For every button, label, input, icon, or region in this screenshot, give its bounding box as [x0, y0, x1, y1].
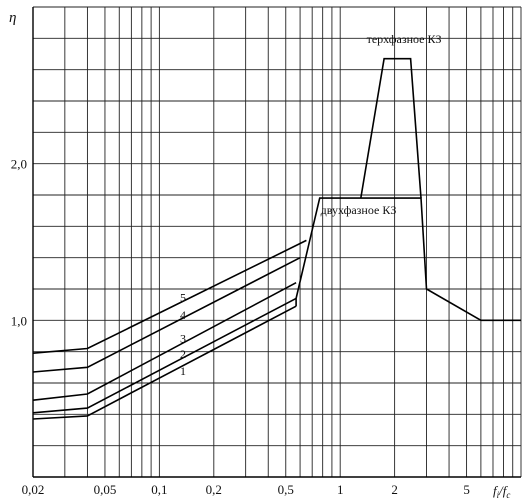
annotations: терхфазное КЗ двухфазное КЗ 5 4 3 2 1: [180, 32, 442, 378]
series-line-5: [32, 239, 307, 354]
x-tick-label: 0,5: [278, 482, 294, 497]
x-tick-label: 1: [337, 482, 344, 497]
x-tick-label: 0,05: [94, 482, 117, 497]
curve-number-label: 2: [180, 347, 186, 361]
x-axis-label-sub1: i: [497, 490, 500, 500]
curve-number-label: 5: [180, 291, 186, 305]
x-tick-label: 0,2: [206, 482, 222, 497]
tick-labels: 0,02 0,05 0,1 0,2 0,5 1 2 5 1,0 2,0: [11, 157, 470, 497]
series-line-1: [32, 305, 297, 420]
y-axis-label: η: [9, 10, 16, 26]
x-axis-label-f2: f: [503, 483, 509, 498]
curve-number-label: 1: [180, 364, 186, 378]
x-axis-label-f1: f: [493, 483, 499, 498]
y-tick-label: 1,0: [11, 313, 27, 328]
curve-number-label: 4: [180, 308, 186, 322]
x-tick-label: 0,1: [151, 482, 167, 497]
series-lines: [32, 57, 521, 420]
series-line-7: [360, 57, 422, 199]
x-axis-label-sub2: c: [506, 490, 510, 500]
series-line-2: [32, 297, 297, 414]
x-axis-label-slash: /: [498, 483, 504, 498]
series-line-3: [32, 281, 297, 401]
x-tick-label: 0,02: [22, 482, 45, 497]
y-tick-label: 2,0: [11, 157, 27, 172]
curve-name-label: двухфазное КЗ: [321, 203, 397, 217]
x-tick-label: 5: [463, 482, 470, 497]
series-line-4: [32, 256, 301, 373]
x-tick-label: 2: [391, 482, 398, 497]
grid: [32, 6, 522, 478]
x-axis-label: fi/fc: [493, 483, 510, 500]
curve-name-label: терхфазное КЗ: [367, 32, 442, 46]
curve-number-label: 3: [180, 331, 186, 345]
